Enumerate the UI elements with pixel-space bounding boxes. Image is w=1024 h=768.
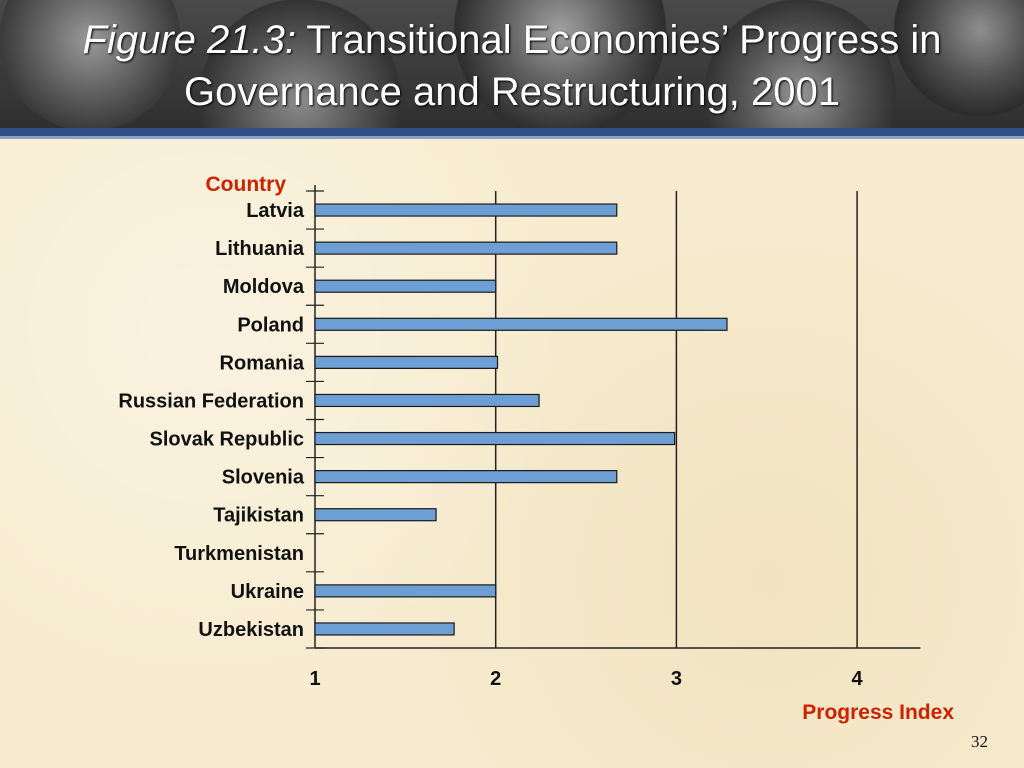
bar — [314, 470, 618, 484]
bar — [314, 622, 455, 636]
x-tick-label: 1 — [309, 668, 320, 690]
category-label: Russian Federation — [118, 390, 304, 412]
category-label: Turkmenistan — [174, 543, 304, 565]
header-divider — [0, 128, 1024, 136]
title-text: Transitional Economies’ Progress in — [296, 18, 942, 62]
category-label: Moldova — [223, 276, 305, 298]
category-label: Romania — [220, 352, 305, 374]
bar — [314, 279, 497, 293]
bar — [314, 584, 497, 598]
slide-body: Latvia Lithuania Moldova Poland Romania Russi… — [0, 139, 1024, 768]
figure-number: Figure 21.3: — [82, 18, 296, 62]
category-label: Ukraine — [231, 581, 304, 603]
header-divider-light — [0, 136, 1024, 139]
title-line-2: Governance and Restructuring, 2001 — [184, 70, 840, 114]
y-axis-title: Country — [206, 173, 287, 196]
x-tick-label: 2 — [490, 668, 501, 690]
bar — [314, 317, 728, 331]
category-label: Lithuania — [215, 238, 305, 260]
bar — [314, 241, 618, 255]
bar-chart: Latvia Lithuania Moldova Poland Romania Russi… — [118, 173, 954, 724]
bar — [314, 393, 540, 408]
header-banner: Figure 21.3: Transitional Economies’ Pro… — [0, 0, 1024, 128]
category-label: Uzbekistan — [198, 619, 304, 641]
bar — [314, 203, 618, 217]
page-number: 32 — [971, 732, 988, 751]
category-label: Slovenia — [222, 467, 305, 489]
bar — [314, 355, 499, 369]
x-tick-label: 4 — [852, 668, 864, 690]
category-label: Slovak Republic — [150, 429, 305, 451]
category-label: Latvia — [246, 200, 305, 222]
bar — [314, 431, 676, 446]
category-label: Tajikistan — [213, 505, 304, 527]
x-tick-label: 3 — [671, 668, 682, 690]
x-axis-title: Progress Index — [802, 701, 954, 724]
title-line-1: Figure 21.3: Transitional Economies’ Pro… — [0, 14, 1024, 66]
slide-title: Figure 21.3: Transitional Economies’ Pro… — [0, 14, 1024, 118]
bar — [314, 508, 437, 522]
category-label: Poland — [237, 314, 304, 336]
